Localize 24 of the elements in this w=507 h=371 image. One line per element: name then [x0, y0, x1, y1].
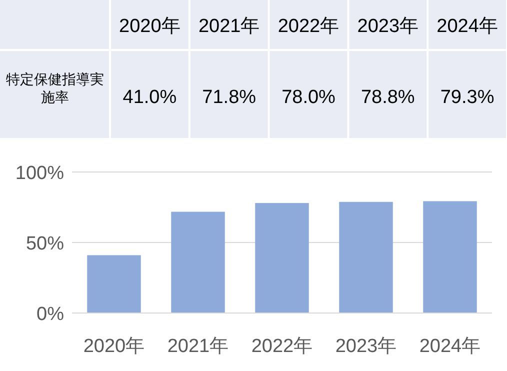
x-tick-label: 2020年: [83, 336, 145, 357]
bar: [423, 201, 477, 313]
data-label: 78.0%: [282, 87, 336, 108]
text: 特定保健指導実施率: [5, 70, 105, 106]
data-label: 71.8%: [202, 87, 256, 108]
x-tick-label: 2022年: [251, 336, 313, 357]
data-label: 41.0%: [122, 87, 177, 108]
category-label: 2024年: [436, 16, 498, 37]
category-label: 2022年: [278, 16, 340, 37]
data-label: 79.3%: [440, 87, 494, 108]
category-label: 2020年: [119, 16, 180, 37]
category-label: 2021年: [198, 16, 260, 37]
y-tick-label: 100%: [15, 163, 64, 184]
bar: [339, 202, 393, 313]
bar: [171, 212, 225, 313]
x-tick-label: 2021年: [167, 336, 229, 357]
y-tick-label: 0%: [36, 304, 64, 325]
y-tick-label: 50%: [26, 234, 64, 254]
bar: [255, 203, 309, 313]
bar: [87, 255, 141, 313]
data-label: 78.8%: [360, 87, 415, 108]
x-tick-label: 2024年: [419, 336, 481, 357]
x-tick-label: 2023年: [335, 336, 397, 357]
category-label: 2023年: [357, 16, 419, 37]
